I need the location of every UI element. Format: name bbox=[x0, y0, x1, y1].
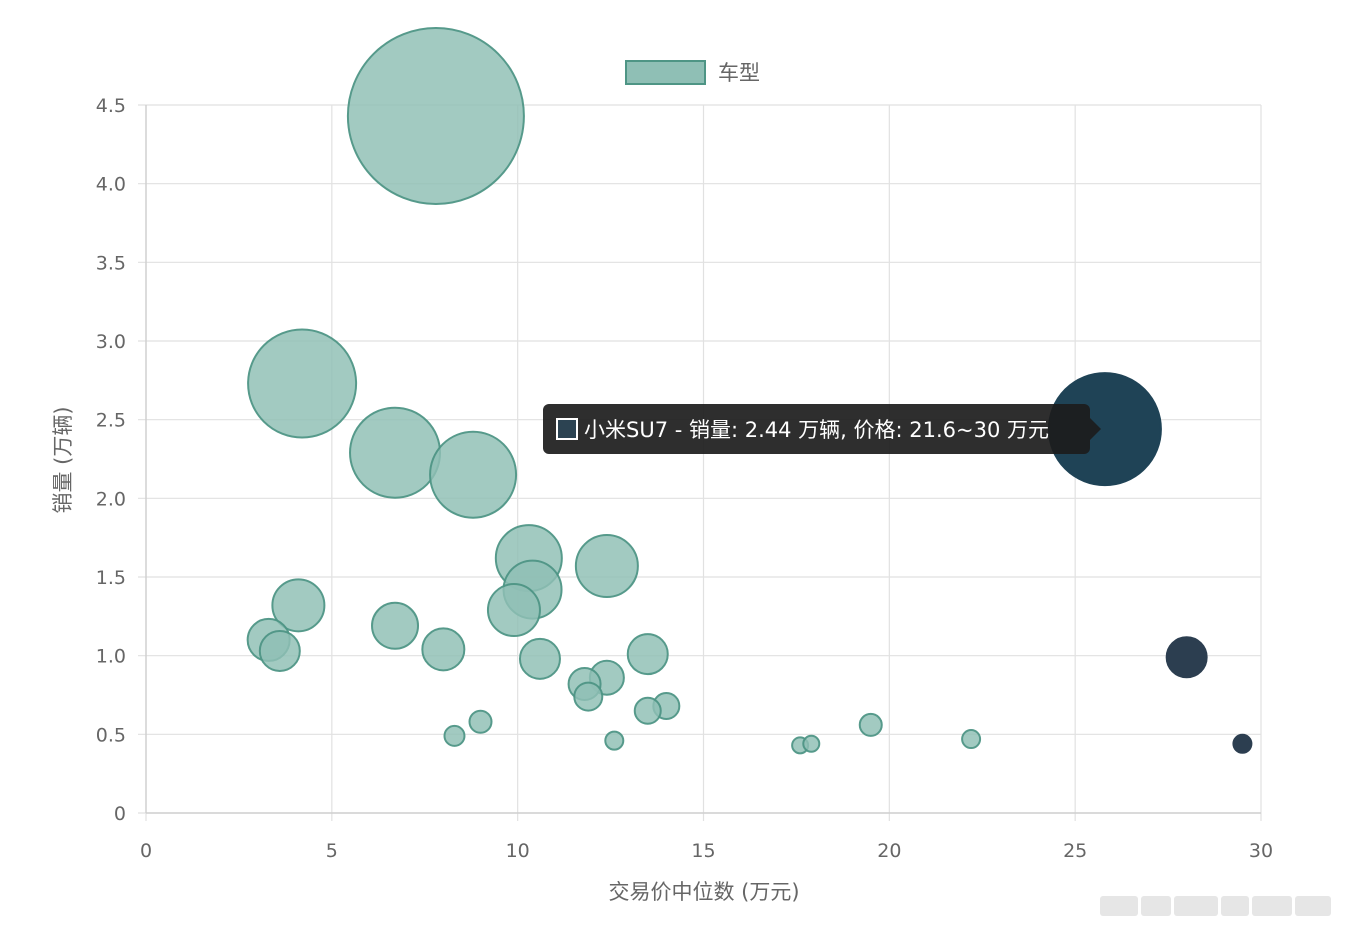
y-tick-label: 0.5 bbox=[96, 724, 126, 746]
bubble[interactable] bbox=[1232, 733, 1253, 754]
bubble[interactable] bbox=[604, 730, 625, 751]
bubble[interactable] bbox=[1165, 636, 1208, 679]
bubble[interactable] bbox=[518, 637, 561, 680]
x-tick-label: 25 bbox=[1063, 840, 1087, 862]
y-tick-label: 3.0 bbox=[96, 331, 126, 353]
bubble[interactable] bbox=[247, 328, 358, 439]
tooltip-swatch bbox=[556, 418, 578, 440]
watermark bbox=[1100, 896, 1350, 918]
tooltip-text: 小米SU7 - 销量: 2.44 万辆, 价格: 21.6~30 万元 bbox=[584, 418, 1049, 442]
bubble[interactable] bbox=[443, 724, 466, 747]
bubble[interactable] bbox=[421, 627, 466, 672]
tooltip-box bbox=[543, 404, 1090, 454]
bubble[interactable] bbox=[258, 629, 301, 672]
y-tick-label: 3.5 bbox=[96, 252, 126, 274]
x-tick-label: 5 bbox=[326, 840, 338, 862]
bubble[interactable] bbox=[626, 633, 669, 676]
bubble[interactable] bbox=[271, 578, 326, 633]
tooltip: 小米SU7 - 销量: 2.44 万辆, 价格: 21.6~30 万元 bbox=[543, 404, 1101, 454]
bubble[interactable] bbox=[633, 696, 662, 725]
y-tick-label: 2.5 bbox=[96, 410, 126, 432]
y-tick-label: 1.5 bbox=[96, 567, 126, 589]
y-tick-label: 0 bbox=[114, 803, 126, 825]
bubble[interactable] bbox=[574, 533, 639, 598]
bubble[interactable] bbox=[346, 27, 525, 206]
legend[interactable]: 车型 bbox=[625, 60, 760, 85]
x-tick-label: 30 bbox=[1249, 840, 1273, 862]
y-tick-label: 4.5 bbox=[96, 95, 126, 117]
bubble[interactable] bbox=[429, 430, 518, 519]
y-tick-label: 2.0 bbox=[96, 488, 126, 510]
bubble[interactable] bbox=[468, 709, 493, 734]
y-axis-title: 销量 (万辆) bbox=[51, 406, 75, 513]
bubble[interactable] bbox=[371, 601, 420, 650]
x-tick-label: 10 bbox=[506, 840, 530, 862]
y-tick-label: 1.0 bbox=[96, 646, 126, 668]
bubble[interactable] bbox=[961, 729, 982, 750]
bubbles bbox=[246, 27, 1253, 755]
x-tick-label: 15 bbox=[691, 840, 715, 862]
legend-label: 车型 bbox=[718, 61, 760, 85]
bubble[interactable] bbox=[858, 712, 883, 737]
y-tick-label: 4.0 bbox=[96, 174, 126, 196]
x-axis-title: 交易价中位数 (万元) bbox=[608, 880, 799, 904]
legend-swatch bbox=[625, 60, 706, 85]
bubble[interactable] bbox=[573, 681, 604, 712]
x-tick-label: 0 bbox=[140, 840, 152, 862]
y-axis: 0 0.5 1.0 1.5 2.0 2.5 3.0 3.5 4.0 4.5 bbox=[96, 95, 126, 825]
tooltip-caret bbox=[1090, 418, 1101, 440]
bubble[interactable] bbox=[486, 583, 541, 638]
bubble[interactable] bbox=[349, 406, 442, 499]
x-axis: 0 5 10 15 20 25 30 bbox=[140, 840, 1273, 862]
bubble[interactable] bbox=[802, 734, 821, 753]
x-tick-label: 20 bbox=[877, 840, 901, 862]
